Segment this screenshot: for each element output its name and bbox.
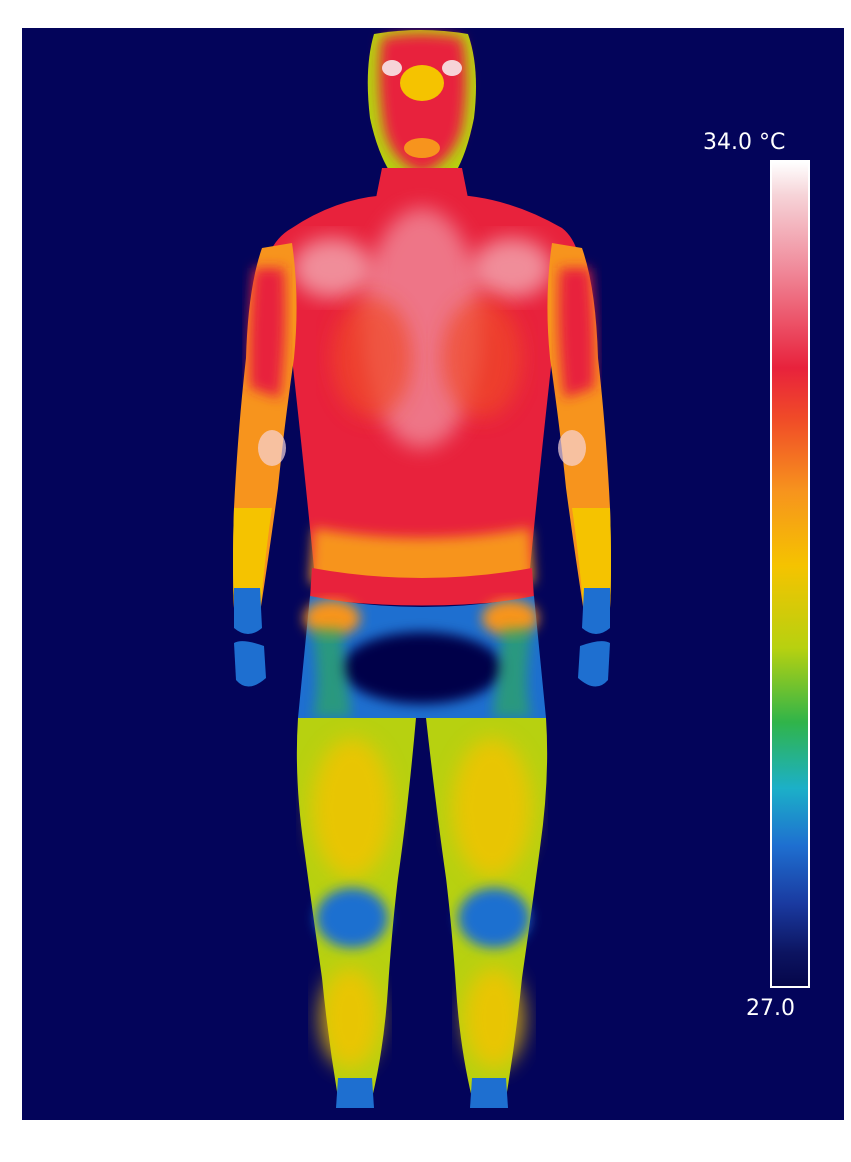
torso: [261, 194, 584, 606]
right-leg: [426, 718, 548, 1108]
hips: [298, 596, 546, 726]
left-arm: [233, 243, 297, 687]
thermal-body-figure: [233, 30, 611, 1108]
right-arm: [547, 243, 611, 687]
scale-min-label: 27.0: [746, 996, 795, 1021]
left-leg: [296, 718, 416, 1108]
thermal-image: [22, 28, 844, 1120]
scale-max-label: 34.0 °C: [703, 130, 786, 155]
temperature-colorbar: [770, 160, 810, 988]
head: [367, 30, 476, 178]
